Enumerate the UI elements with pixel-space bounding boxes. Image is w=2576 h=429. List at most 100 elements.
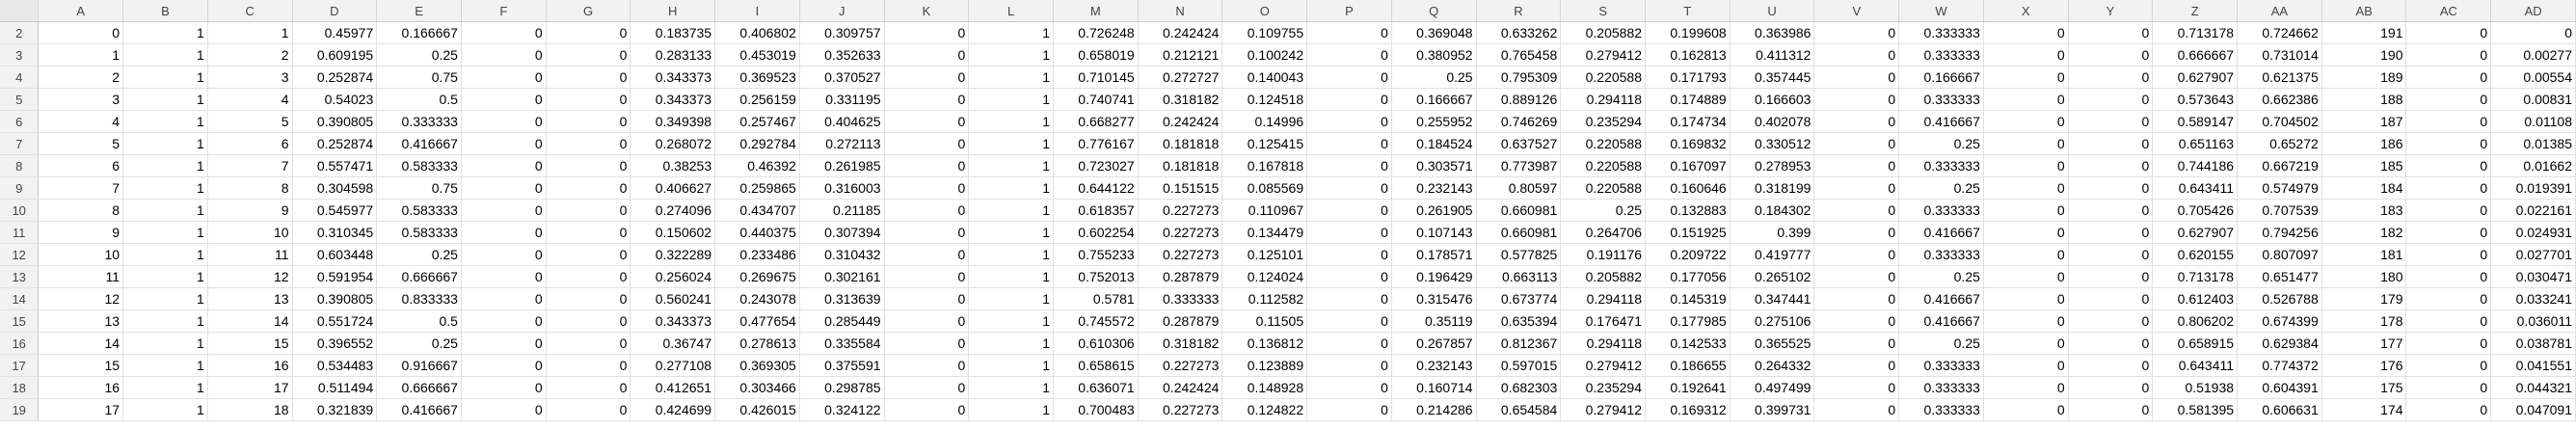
cell-h[interactable]: 0.283133 [630, 43, 716, 67]
cell-y[interactable]: 0 [2068, 110, 2154, 133]
cell-ac[interactable]: 0 [2405, 309, 2492, 333]
cell-r[interactable]: 0.637527 [1476, 132, 1562, 155]
cell-g[interactable]: 0 [546, 21, 631, 44]
row-header[interactable]: 4 [0, 66, 40, 89]
cell-k[interactable]: 0 [884, 110, 970, 133]
cell-s[interactable]: 0.264706 [1560, 221, 1647, 244]
cell-y[interactable]: 0 [2068, 398, 2154, 421]
cell-p[interactable]: 0 [1306, 309, 1392, 333]
cell-k[interactable]: 0 [884, 309, 970, 333]
cell-y[interactable]: 0 [2068, 154, 2154, 177]
cell-n[interactable]: 0.242424 [1138, 21, 1223, 44]
cell-ac[interactable]: 0 [2405, 88, 2492, 111]
cell-u[interactable]: 0.363986 [1730, 21, 1815, 44]
cell-w[interactable]: 0.333333 [1898, 354, 1984, 377]
cell-b[interactable]: 1 [122, 376, 208, 399]
cell-aa[interactable]: 0.724662 [2237, 21, 2322, 44]
cell-w[interactable]: 0.333333 [1898, 243, 1984, 266]
cell-b[interactable]: 1 [122, 154, 208, 177]
cell-p[interactable]: 0 [1306, 243, 1392, 266]
cell-ab[interactable]: 188 [2321, 88, 2407, 111]
cell-h[interactable]: 0.343373 [630, 66, 716, 89]
cell-v[interactable]: 0 [1813, 221, 1900, 244]
cell-m[interactable]: 0.726248 [1053, 21, 1139, 44]
cell-w[interactable]: 0.416667 [1898, 221, 1984, 244]
cell-ac[interactable]: 0 [2405, 354, 2492, 377]
column-header-x[interactable]: X [1983, 0, 2069, 22]
cell-g[interactable]: 0 [546, 154, 631, 177]
cell-aa[interactable]: 0.794256 [2237, 221, 2322, 244]
cell-g[interactable]: 0 [546, 243, 631, 266]
cell-l[interactable]: 1 [968, 88, 1054, 111]
cell-x[interactable]: 0 [1983, 199, 2069, 222]
cell-j[interactable]: 0.261985 [799, 154, 885, 177]
cell-a[interactable]: 16 [38, 376, 124, 399]
cell-e[interactable]: 0.333333 [376, 110, 462, 133]
cell-x[interactable]: 0 [1983, 221, 2069, 244]
cell-r[interactable]: 0.633262 [1476, 21, 1562, 44]
row-header[interactable]: 15 [0, 309, 40, 333]
cell-l[interactable]: 1 [968, 309, 1054, 333]
cell-aa[interactable]: 0.807097 [2237, 243, 2322, 266]
cell-ac[interactable]: 0 [2405, 66, 2492, 89]
cell-i[interactable]: 0.257467 [714, 110, 800, 133]
cell-aa[interactable]: 0.629384 [2237, 332, 2322, 355]
cell-z[interactable]: 0.806202 [2152, 309, 2239, 333]
column-header-v[interactable]: V [1813, 0, 1900, 22]
cell-v[interactable]: 0 [1813, 354, 1900, 377]
cell-a[interactable]: 9 [38, 221, 124, 244]
cell-w[interactable]: 0.333333 [1898, 154, 1984, 177]
cell-x[interactable]: 0 [1983, 287, 2069, 310]
cell-x[interactable]: 0 [1983, 398, 2069, 421]
cell-k[interactable]: 0 [884, 398, 970, 421]
cell-n[interactable]: 0.227273 [1138, 354, 1223, 377]
cell-v[interactable]: 0 [1813, 43, 1900, 67]
cell-s[interactable]: 0.25 [1560, 199, 1647, 222]
cell-s[interactable]: 0.235294 [1560, 376, 1647, 399]
cell-n[interactable]: 0.212121 [1138, 43, 1223, 67]
cell-t[interactable]: 0.162813 [1645, 43, 1731, 67]
cell-d[interactable]: 0.390805 [292, 110, 378, 133]
cell-j[interactable]: 0.298785 [799, 376, 885, 399]
cell-y[interactable]: 0 [2068, 132, 2154, 155]
cell-p[interactable]: 0 [1306, 176, 1392, 200]
cell-g[interactable]: 0 [546, 66, 631, 89]
cell-m[interactable]: 0.602254 [1053, 221, 1139, 244]
cell-c[interactable]: 2 [207, 43, 293, 67]
cell-h[interactable]: 0.277108 [630, 354, 716, 377]
cell-d[interactable]: 0.304598 [292, 176, 378, 200]
cell-z[interactable]: 0.627907 [2152, 66, 2239, 89]
cell-d[interactable]: 0.396552 [292, 332, 378, 355]
cell-d[interactable]: 0.545977 [292, 199, 378, 222]
cell-z[interactable]: 0.651163 [2152, 132, 2239, 155]
cell-t[interactable]: 0.169832 [1645, 132, 1731, 155]
row-header[interactable]: 16 [0, 332, 40, 355]
cell-a[interactable]: 15 [38, 354, 124, 377]
cell-u[interactable]: 0.347441 [1730, 287, 1815, 310]
cell-n[interactable]: 0.242424 [1138, 110, 1223, 133]
cell-l[interactable]: 1 [968, 154, 1054, 177]
cell-k[interactable]: 0 [884, 376, 970, 399]
cell-k[interactable]: 0 [884, 132, 970, 155]
column-header-i[interactable]: I [714, 0, 800, 22]
cell-e[interactable]: 0.416667 [376, 398, 462, 421]
cell-g[interactable]: 0 [546, 132, 631, 155]
cell-l[interactable]: 1 [968, 398, 1054, 421]
cell-k[interactable]: 0 [884, 176, 970, 200]
cell-e[interactable]: 0.5 [376, 88, 462, 111]
cell-l[interactable]: 1 [968, 132, 1054, 155]
cell-s[interactable]: 0.220588 [1560, 176, 1647, 200]
cell-k[interactable]: 0 [884, 332, 970, 355]
cell-s[interactable]: 0.279412 [1560, 398, 1647, 421]
cell-f[interactable]: 0 [461, 21, 547, 44]
cell-c[interactable]: 15 [207, 332, 293, 355]
cell-c[interactable]: 9 [207, 199, 293, 222]
cell-m[interactable]: 0.700483 [1053, 398, 1139, 421]
cell-s[interactable]: 0.294118 [1560, 287, 1647, 310]
cell-o[interactable]: 0.124518 [1221, 88, 1308, 111]
cell-c[interactable]: 4 [207, 88, 293, 111]
cell-h[interactable]: 0.183735 [630, 21, 716, 44]
cell-s[interactable]: 0.294118 [1560, 88, 1647, 111]
cell-s[interactable]: 0.220588 [1560, 132, 1647, 155]
cell-p[interactable]: 0 [1306, 154, 1392, 177]
